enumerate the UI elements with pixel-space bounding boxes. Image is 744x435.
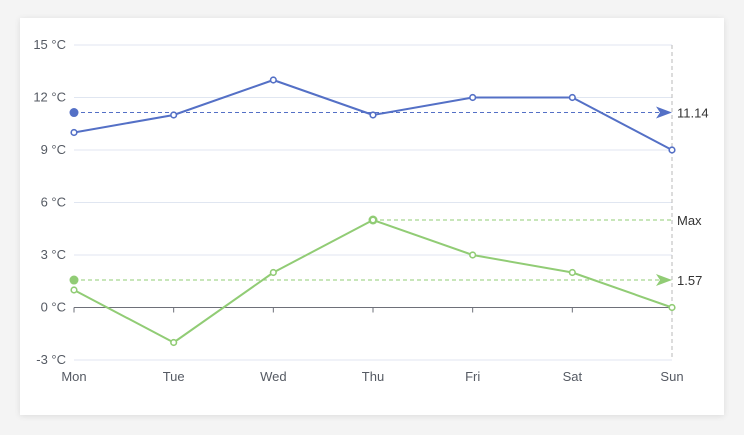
series-line-2	[73, 219, 673, 344]
average-arrow	[656, 106, 672, 119]
data-point	[170, 111, 178, 119]
y-tick-label: 3 °C	[41, 247, 66, 262]
y-tick-label: 12 °C	[33, 90, 66, 105]
line-chart: -3 °C 0 °C 3 °C 6 °C 9 °C 12 °C 15 °C Mon Tue Wed…	[33, 37, 709, 384]
y-tick-label: -3 °C	[36, 352, 66, 367]
x-tick-label: Sat	[563, 369, 583, 384]
average-start-dot	[69, 108, 79, 118]
y-tick-label: 15 °C	[33, 37, 66, 52]
data-point	[369, 111, 377, 119]
average-arrow	[656, 274, 672, 287]
data-point	[369, 216, 377, 224]
data-point	[70, 286, 78, 294]
max-label: Max	[677, 213, 702, 228]
y-tick-label: 6 °C	[41, 195, 66, 210]
data-point	[668, 303, 676, 312]
x-tick-label: Mon	[61, 369, 86, 384]
data-point	[568, 268, 576, 277]
x-tick-label: Wed	[260, 369, 287, 384]
data-point	[269, 76, 277, 84]
data-point	[668, 146, 676, 154]
y-tick-label: 9 °C	[41, 142, 66, 157]
data-point	[568, 93, 576, 102]
y-tick-label: 0 °C	[41, 300, 66, 315]
chart-card: -3 °C 0 °C 3 °C 6 °C 9 °C 12 °C 15 °C Mon Tue Wed…	[20, 18, 724, 415]
x-tick-label: Tue	[163, 369, 185, 384]
data-point	[469, 93, 477, 102]
x-tick-label: Thu	[362, 369, 384, 384]
x-tick-label: Fri	[465, 369, 480, 384]
data-point	[469, 251, 477, 259]
data-point	[70, 128, 78, 137]
data-point	[170, 338, 178, 347]
average-label: 1.57	[677, 273, 702, 288]
average-start-dot	[69, 275, 79, 285]
average-label: 11.14	[677, 106, 709, 121]
data-point	[269, 268, 277, 277]
x-tick-label: Sun	[660, 369, 683, 384]
